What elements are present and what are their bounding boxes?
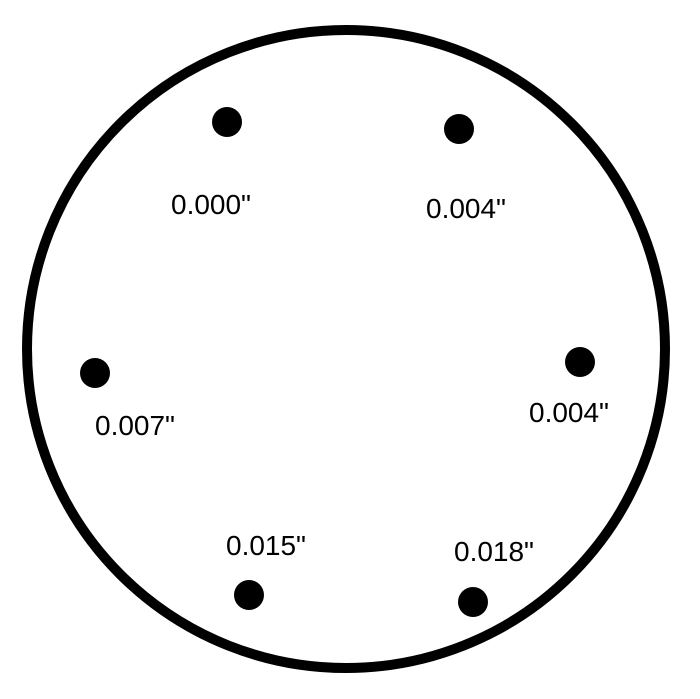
measurement-label-p6: 0.018" [454,536,534,568]
measurement-dot-p4 [565,347,595,377]
measurement-label-p2: 0.004" [426,193,506,225]
measurement-dot-p1 [212,107,242,137]
measurement-dot-p5 [234,580,264,610]
measurement-label-p4: 0.004" [529,397,609,429]
measurement-label-p1: 0.000" [171,189,251,221]
measurement-diagram: 0.000" 0.004" 0.007" 0.004" 0.015" 0.018" [0,0,700,699]
measurement-label-p5: 0.015" [226,530,306,562]
measurement-dot-p2 [444,114,474,144]
measurement-dot-p3 [80,358,110,388]
measurement-label-p3: 0.007" [95,410,175,442]
measurement-dot-p6 [458,587,488,617]
